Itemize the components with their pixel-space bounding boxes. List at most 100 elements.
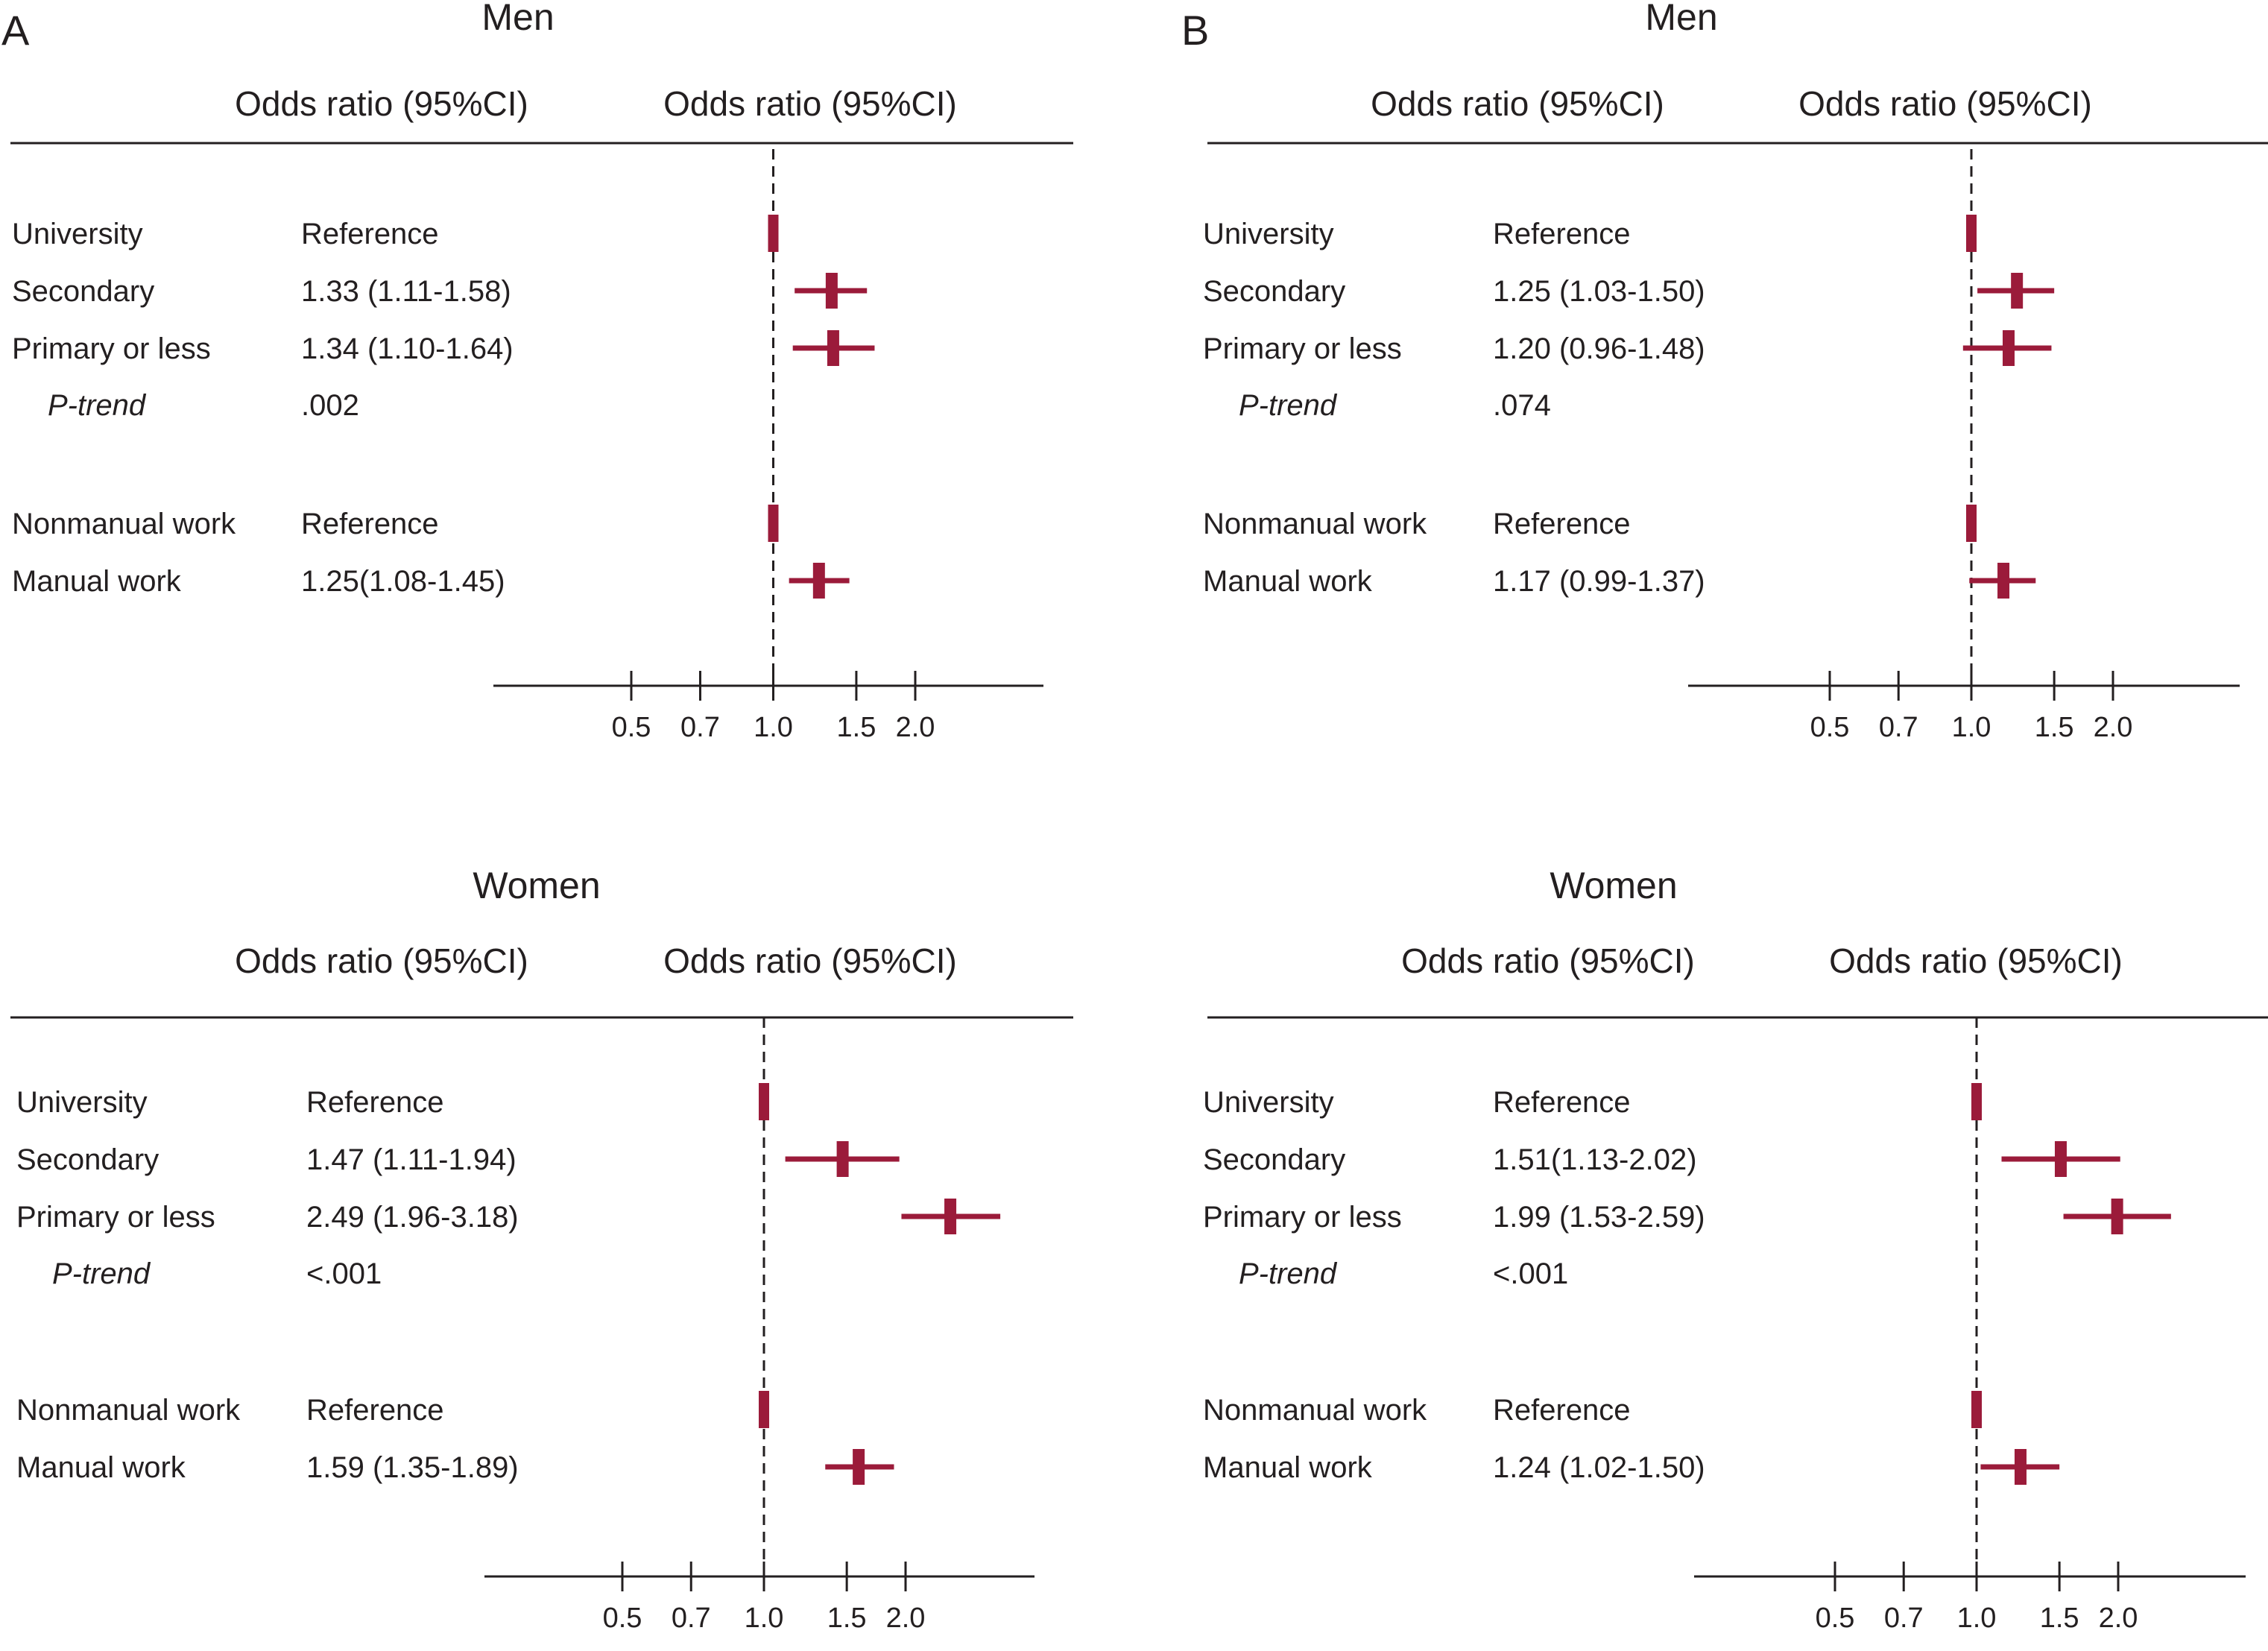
x-tick-label: 1.5	[2035, 712, 2074, 743]
estimate-marker	[2014, 1449, 2027, 1485]
row-estimate-text: 1.24 (1.02-1.50)	[1493, 1451, 1705, 1484]
column-header: Odds ratio (95%CI)	[1798, 84, 2092, 123]
row-label: University	[1203, 218, 1334, 250]
x-tick-label: 0.5	[603, 1603, 642, 1634]
row-label: University	[12, 218, 143, 250]
estimate-marker	[2011, 273, 2024, 309]
row-label: Nonmanual work	[16, 1394, 241, 1427]
column-header: Odds ratio (95%CI)	[1401, 941, 1695, 980]
estimate-marker	[827, 330, 839, 366]
reference-marker	[1971, 1083, 1982, 1120]
row-estimate-text: <.001	[1493, 1257, 1568, 1290]
row-estimate-text: 1.25(1.08-1.45)	[301, 565, 505, 598]
row-label: Primary or less	[12, 332, 211, 365]
panel-label: A	[1, 7, 30, 54]
column-header: Odds ratio (95%CI)	[1829, 941, 2123, 980]
row-estimate-text: 2.49 (1.96-3.18)	[306, 1201, 519, 1234]
panel-title: Women	[473, 865, 600, 906]
reference-marker	[1966, 215, 1977, 252]
row-label: University	[1203, 1086, 1334, 1119]
x-tick-label: 2.0	[2099, 1603, 2138, 1634]
row-label: Nonmanual work	[12, 508, 236, 540]
row-estimate-text: Reference	[1493, 1086, 1631, 1119]
estimate-marker	[2002, 330, 2015, 366]
forest-panel-1: A Men Odds ratio (95%CI) Odds ratio (95%CI)…	[1, 0, 1073, 743]
row-estimate-text: <.001	[306, 1257, 382, 1290]
x-tick-label: 0.5	[1810, 712, 1850, 743]
x-tick-label: 2.0	[886, 1603, 926, 1634]
reference-marker	[768, 505, 779, 542]
panel-title: Men	[481, 0, 554, 38]
column-header: Odds ratio (95%CI)	[235, 941, 528, 980]
row-label: Nonmanual work	[1203, 508, 1427, 540]
row-label: Manual work	[1203, 1451, 1373, 1484]
estimate-marker	[836, 1141, 849, 1177]
x-tick-label: 1.0	[745, 1603, 784, 1634]
estimate-marker	[2111, 1199, 2123, 1234]
reference-marker	[768, 215, 779, 252]
column-header: Odds ratio (95%CI)	[1371, 84, 1664, 123]
estimate-marker	[944, 1199, 957, 1234]
column-header: Odds ratio (95%CI)	[663, 941, 957, 980]
row-estimate-text: .002	[301, 389, 359, 422]
row-label: Primary or less	[16, 1201, 215, 1234]
row-estimate-text: Reference	[306, 1394, 444, 1427]
row-estimate-text: Reference	[1493, 508, 1631, 540]
x-tick-label: 1.5	[837, 712, 876, 743]
row-label: P-trend	[1239, 389, 1338, 422]
estimate-marker	[2054, 1141, 2067, 1177]
estimate-marker	[825, 273, 838, 309]
estimate-marker	[1997, 563, 2010, 599]
row-label: Manual work	[12, 565, 182, 598]
x-tick-label: 0.7	[1879, 712, 1918, 743]
row-estimate-text: 1.34 (1.10-1.64)	[301, 332, 514, 365]
row-estimate-text: .074	[1493, 389, 1551, 422]
x-tick-label: 1.5	[827, 1603, 867, 1634]
row-label: Nonmanual work	[1203, 1394, 1427, 1427]
row-estimate-text: 1.17 (0.99-1.37)	[1493, 565, 1705, 598]
x-tick-label: 2.0	[2094, 712, 2133, 743]
reference-marker	[759, 1391, 769, 1428]
reference-marker	[1966, 505, 1977, 542]
x-tick-label: 0.7	[680, 712, 720, 743]
x-tick-label: 0.5	[612, 712, 651, 743]
panel-label: B	[1181, 7, 1209, 54]
column-header: Odds ratio (95%CI)	[235, 84, 528, 123]
row-label: P-trend	[52, 1257, 151, 1290]
forest-panel-4: Women Odds ratio (95%CI) Odds ratio (95%CI…	[1203, 865, 2268, 1634]
row-estimate-text: Reference	[306, 1086, 444, 1119]
row-estimate-text: 1.99 (1.53-2.59)	[1493, 1201, 1705, 1234]
row-label: Secondary	[12, 275, 154, 308]
reference-marker	[1971, 1391, 1982, 1428]
row-estimate-text: Reference	[1493, 218, 1631, 250]
estimate-marker	[853, 1449, 865, 1485]
row-label: Manual work	[16, 1451, 186, 1484]
x-tick-label: 0.5	[1816, 1603, 1855, 1634]
panel-title: Women	[1550, 865, 1677, 906]
x-tick-label: 1.0	[1957, 1603, 1997, 1634]
panel-title: Men	[1645, 0, 1717, 38]
reference-marker	[759, 1083, 769, 1120]
row-estimate-text: Reference	[1493, 1394, 1631, 1427]
row-label: Manual work	[1203, 565, 1373, 598]
row-label: Secondary	[1203, 1143, 1345, 1176]
row-estimate-text: Reference	[301, 218, 439, 250]
row-estimate-text: 1.25 (1.03-1.50)	[1493, 275, 1705, 308]
x-tick-label: 2.0	[896, 712, 935, 743]
row-label: P-trend	[1239, 1257, 1338, 1290]
row-label: Primary or less	[1203, 332, 1402, 365]
row-estimate-text: 1.51(1.13-2.02)	[1493, 1143, 1697, 1176]
row-estimate-text: 1.59 (1.35-1.89)	[306, 1451, 519, 1484]
row-label: P-trend	[48, 389, 147, 422]
row-estimate-text: 1.33 (1.11-1.58)	[301, 275, 511, 308]
row-label: Secondary	[1203, 275, 1345, 308]
forest-panel-2: B Men Odds ratio (95%CI) Odds ratio (95%CI)…	[1181, 0, 2268, 743]
forest-panel-3: Women Odds ratio (95%CI) Odds ratio (95%CI…	[10, 865, 1073, 1634]
row-label: Secondary	[16, 1143, 159, 1176]
column-header: Odds ratio (95%CI)	[663, 84, 957, 123]
row-estimate-text: 1.20 (0.96-1.48)	[1493, 332, 1705, 365]
x-tick-label: 0.7	[672, 1603, 711, 1634]
x-tick-label: 0.7	[1884, 1603, 1924, 1634]
row-label: University	[16, 1086, 148, 1119]
